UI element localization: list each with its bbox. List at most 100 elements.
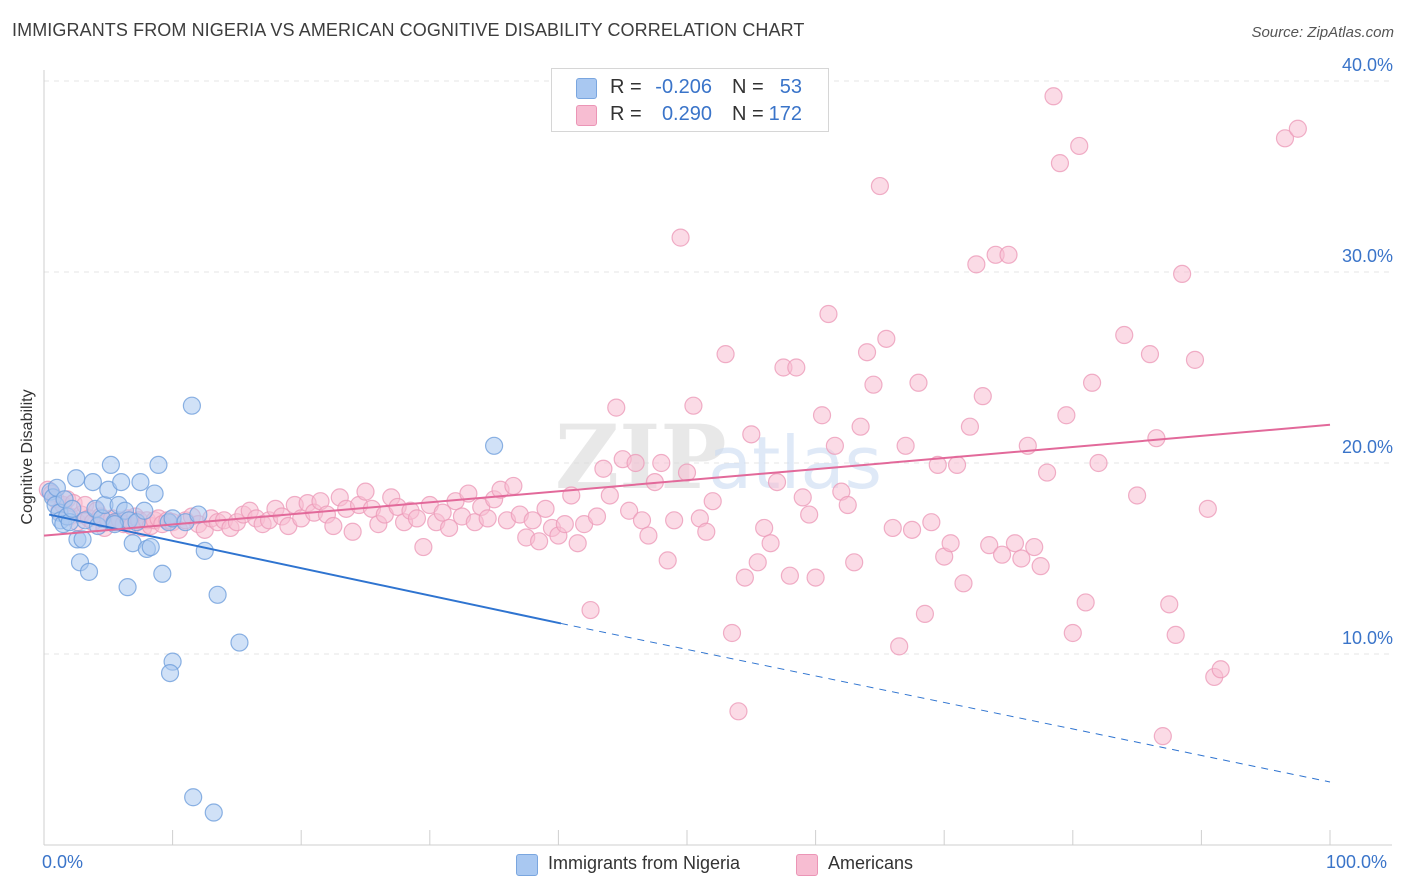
nigeria-swatch bbox=[576, 78, 597, 99]
americans-point bbox=[1288, 119, 1307, 138]
nigeria-point bbox=[230, 633, 249, 652]
americans-point bbox=[581, 600, 600, 620]
americans-point bbox=[324, 516, 343, 536]
nigeria-point bbox=[73, 530, 92, 549]
americans-point bbox=[626, 453, 645, 473]
nigeria-point bbox=[149, 455, 168, 475]
americans-point bbox=[1057, 406, 1076, 425]
nigeria-point bbox=[195, 541, 214, 560]
americans-point bbox=[992, 545, 1012, 564]
watermark-atlas: atlas bbox=[708, 421, 882, 505]
nigeria-point bbox=[83, 473, 102, 492]
americans-point bbox=[767, 473, 787, 492]
americans-point bbox=[343, 522, 362, 541]
nigeria-legend-swatch bbox=[516, 854, 538, 876]
americans-point bbox=[819, 304, 838, 324]
americans-point bbox=[1147, 429, 1166, 448]
r-label: R = bbox=[610, 76, 642, 98]
americans-point bbox=[639, 526, 658, 545]
americans-point bbox=[735, 568, 754, 587]
americans-point bbox=[845, 553, 864, 572]
americans-point bbox=[1115, 325, 1134, 345]
americans-point bbox=[1037, 463, 1057, 482]
nigeria-point bbox=[131, 473, 150, 492]
americans-point bbox=[414, 537, 433, 557]
nigeria-point bbox=[79, 562, 99, 581]
americans-point bbox=[838, 495, 857, 515]
americans-point bbox=[407, 509, 427, 528]
r-label: R = bbox=[610, 103, 642, 125]
americans-point bbox=[909, 373, 928, 392]
y-tick-label: 30.0% bbox=[1342, 246, 1393, 266]
americans-point bbox=[967, 255, 986, 274]
americans-point bbox=[857, 343, 877, 362]
nigeria-point bbox=[101, 455, 120, 475]
nigeria-point bbox=[141, 537, 160, 557]
americans-point bbox=[1211, 660, 1230, 679]
americans-point bbox=[658, 551, 677, 570]
americans-legend-swatch bbox=[796, 854, 818, 876]
americans-point bbox=[851, 417, 870, 436]
trend-lines bbox=[43, 423, 1331, 783]
americans-point bbox=[1140, 345, 1160, 364]
americans-point bbox=[607, 398, 626, 417]
legend-row-americans: R = 0.290 N = 172 bbox=[552, 101, 828, 129]
nigeria-point bbox=[153, 564, 172, 583]
nigeria-point bbox=[485, 436, 504, 455]
source-label: Source: ZipAtlas.com bbox=[1251, 24, 1394, 41]
y-tick-label: 40.0% bbox=[1342, 55, 1393, 75]
americans-point bbox=[729, 702, 748, 721]
americans-point bbox=[947, 455, 967, 475]
nigeria-point bbox=[63, 499, 82, 518]
legend-label-nigeria: Immigrants from Nigeria bbox=[548, 853, 741, 873]
axes bbox=[43, 70, 1392, 846]
americans-point bbox=[877, 329, 896, 348]
americans-point bbox=[671, 228, 690, 247]
americans-point bbox=[1063, 623, 1082, 643]
americans-point bbox=[999, 245, 1018, 264]
americans-point bbox=[960, 417, 980, 436]
americans-point bbox=[742, 425, 761, 444]
americans-point bbox=[600, 486, 619, 505]
series-legend: Immigrants from Nigeria Americans bbox=[0, 852, 1406, 878]
nigeria-point bbox=[135, 501, 154, 520]
americans-point bbox=[787, 358, 806, 377]
n-value: 53 bbox=[779, 76, 802, 98]
americans-point bbox=[1005, 534, 1025, 553]
x-tick-min: 0.0% bbox=[42, 852, 84, 872]
americans-point bbox=[1076, 593, 1095, 612]
grid-lines bbox=[44, 80, 1392, 845]
americans-point bbox=[684, 396, 703, 415]
americans-point bbox=[1153, 727, 1172, 746]
americans-trend-line bbox=[43, 423, 1331, 537]
americans-point bbox=[896, 436, 915, 455]
nigeria-point bbox=[189, 505, 208, 524]
x-tick-max: 100.0% bbox=[1326, 852, 1388, 872]
y-axis-label: Cognitive Disability bbox=[19, 389, 36, 525]
americans-point bbox=[594, 459, 613, 478]
americans-point bbox=[652, 453, 671, 473]
americans-point bbox=[761, 534, 780, 553]
n-label: N = bbox=[732, 76, 764, 98]
americans-point bbox=[703, 492, 722, 511]
americans-point bbox=[806, 568, 825, 587]
y-tick-label: 20.0% bbox=[1342, 437, 1393, 457]
americans-point bbox=[793, 488, 812, 507]
americans-point bbox=[1198, 499, 1217, 518]
americans-point bbox=[478, 509, 497, 528]
n-label: N = bbox=[732, 103, 764, 125]
americans-point bbox=[568, 534, 587, 553]
americans-point bbox=[825, 436, 844, 455]
americans-point bbox=[632, 511, 652, 530]
y-tick-labels: 10.0% 20.0% 30.0% 40.0% bbox=[1342, 55, 1393, 648]
americans-point bbox=[800, 505, 819, 524]
americans-point bbox=[439, 518, 459, 538]
americans-point bbox=[1031, 557, 1050, 576]
americans-point bbox=[697, 522, 716, 541]
nigeria-trend-line bbox=[48, 513, 562, 625]
nigeria-point bbox=[160, 663, 180, 683]
americans-point bbox=[356, 482, 375, 501]
r-value: -0.206 bbox=[655, 76, 712, 98]
r-value: 0.290 bbox=[661, 103, 712, 125]
